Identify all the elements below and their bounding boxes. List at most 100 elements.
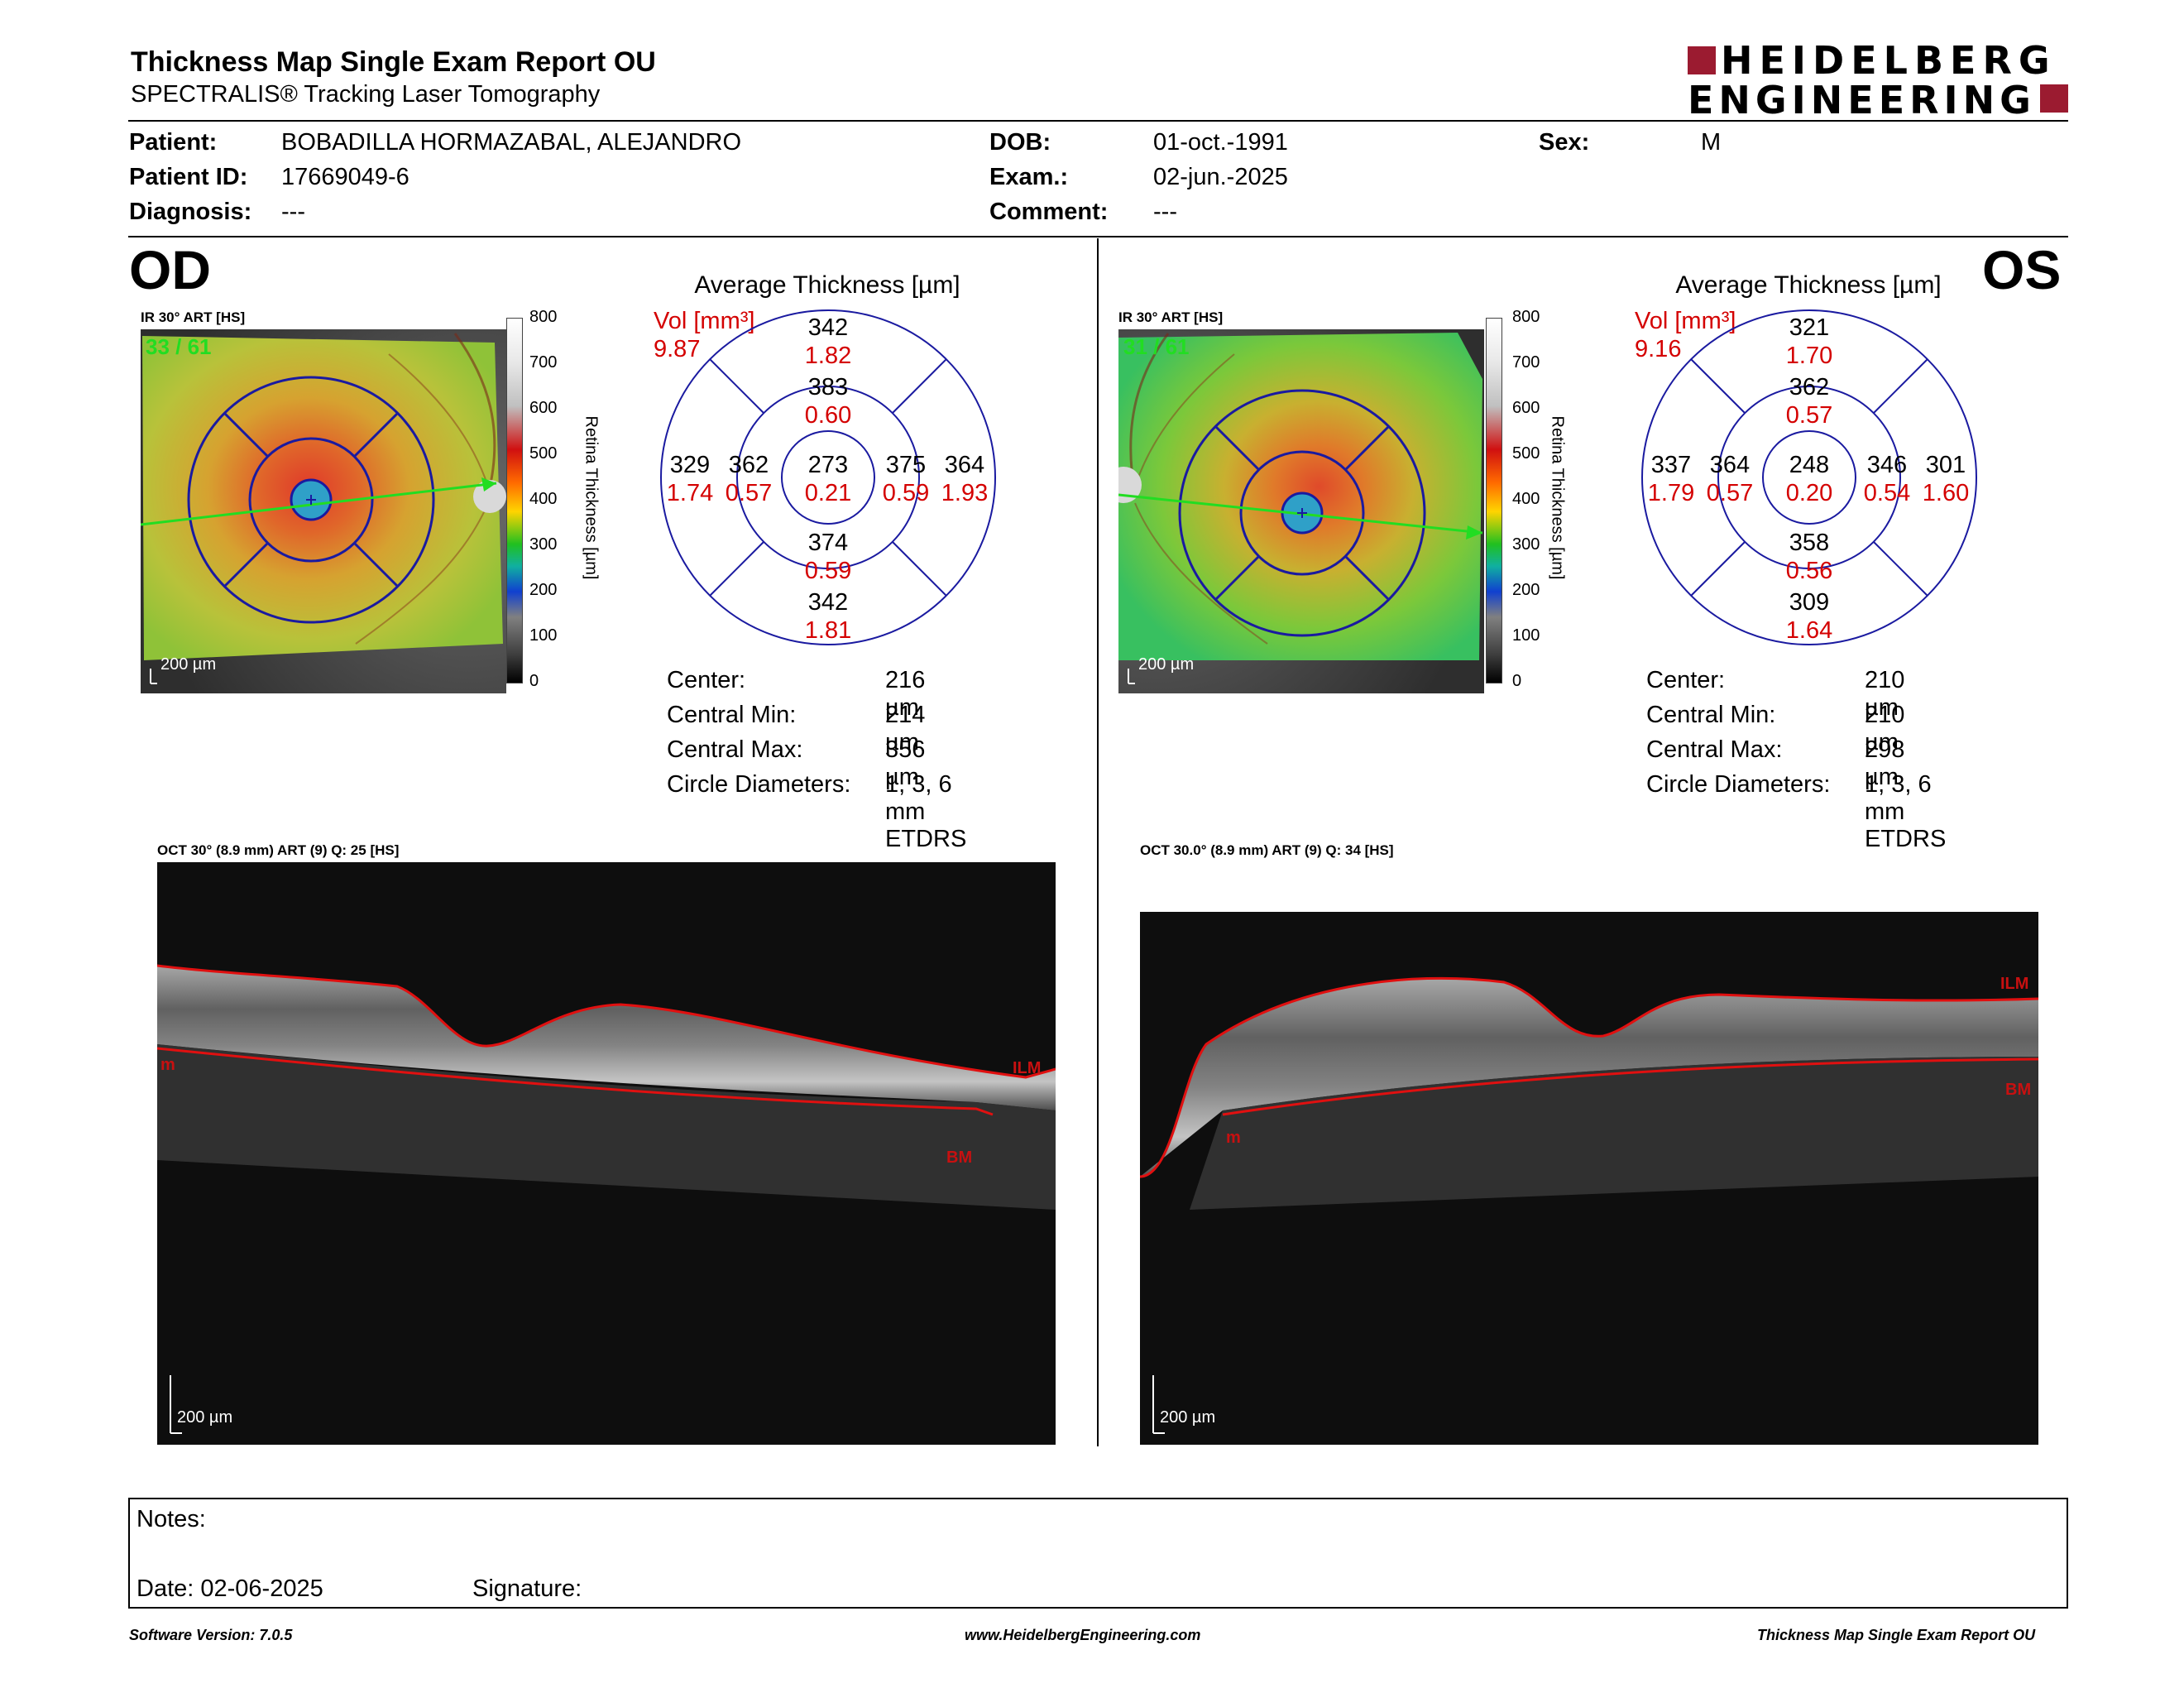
sex-label: Sex: (1539, 129, 1590, 156)
od-oct-svg (157, 964, 1056, 1434)
os-tick-400: 400 (1512, 490, 1540, 508)
os-tick-500: 500 (1512, 444, 1540, 463)
od-oct-scalebar: 200 µm (177, 1408, 233, 1427)
os-ilm-label: ILM (2000, 975, 2029, 993)
od-stat-diameters-label: Circle Diameters: (667, 771, 851, 798)
od-stat-diameters: Circle Diameters: 1, 3, 6 mm ETDRS (667, 771, 966, 852)
od-inferior-inner-vol: 0.59 (804, 558, 852, 584)
od-temporal-outer-vol: 1.74 (666, 480, 714, 506)
od-fundus-label: IR 30° ART [HS] (141, 309, 246, 325)
od-stat-center-label: Center: (667, 667, 746, 693)
os-fundus-scalebar: 200 µm (1138, 655, 1195, 674)
od-nasal-inner-vol: 0.59 (882, 480, 930, 506)
logo-square-top (1688, 46, 1716, 74)
od-temporal-inner: 362 (728, 452, 769, 478)
os-stat-diameters: Circle Diameters: 1, 3, 6 mm ETDRS (1646, 771, 1946, 852)
sex-value: M (1701, 129, 1722, 156)
os-colorbar-label: Retina Thickness [µm] (1548, 415, 1567, 580)
od-stat-center-value: 216 µm (885, 667, 926, 721)
patient-id-label: Patient ID: (129, 164, 248, 190)
report-title: Thickness Map Single Exam Report OU (131, 46, 656, 78)
os-tick-200: 200 (1512, 581, 1540, 599)
notes-label: Notes: (136, 1506, 206, 1532)
od-stat-min: Central Min: 214 µm (667, 702, 925, 755)
od-fundus-scalebar: 200 µm (160, 655, 217, 674)
od-tick-800: 800 (529, 308, 558, 326)
footer-report: Thickness Map Single Exam Report OU (1757, 1627, 2036, 1643)
os-avg-title: Average Thickness [µm] (1675, 271, 1942, 299)
eye-label-od: OD (129, 239, 211, 300)
brand-logo: HEIDELBERG ENGINEERING (1688, 38, 2068, 122)
exam-label: Exam.: (989, 164, 1069, 190)
od-stats: Center: 216 µm Central Min: 214 µm Central… (667, 667, 966, 852)
od-colorbar-label: Retina Thickness [µm] (582, 415, 601, 580)
os-colorbar-ticks: 800 700 600 500 400 300 200 100 0 (1512, 308, 1545, 690)
os-nasal-inner-vol: 0.54 (1863, 480, 1911, 506)
eye-divider (1097, 238, 1099, 1446)
os-fundus-label: IR 30° ART [HS] (1118, 309, 1224, 325)
footer-software: Software Version: 7.0.5 (129, 1627, 293, 1643)
os-stat-center-value: 210 µm (1865, 667, 1905, 721)
od-superior-inner: 383 (807, 374, 849, 400)
os-superior-outer: 321 (1789, 314, 1830, 341)
od-fundus-image: 33 / 61 200 µm (141, 329, 506, 693)
os-oct-svg (1140, 862, 2038, 1434)
od-tick-0: 0 (529, 672, 539, 690)
os-stat-center: Center: 210 µm (1646, 667, 1904, 721)
os-stat-max-label: Central Max: (1646, 736, 1783, 763)
od-temporal-outer: 329 (669, 452, 711, 478)
footer-website[interactable]: www.HeidelbergEngineering.com (965, 1627, 1201, 1643)
os-vol-label: Vol [mm³] (1635, 308, 1736, 334)
os-frame-counter: 31 / 61 (1123, 334, 1190, 359)
od-superior-inner-vol: 0.60 (804, 402, 852, 429)
os-fundus-svg (1118, 329, 1484, 693)
diagnosis-label: Diagnosis: (129, 199, 252, 225)
os-stat-max-value: 298 µm (1865, 736, 1905, 790)
os-etdrs-grid (1641, 309, 1977, 645)
od-stat-max: Central Max: 356 µm (667, 736, 925, 790)
patient-label: Patient: (129, 129, 218, 156)
od-center: 273 (807, 452, 849, 478)
os-center: 248 (1789, 452, 1830, 478)
os-temporal-inner-vol: 0.57 (1706, 480, 1754, 506)
os-inferior-inner: 358 (1789, 530, 1830, 556)
os-tick-700: 700 (1512, 353, 1540, 372)
os-tick-0: 0 (1512, 672, 1522, 690)
os-superior-inner-vol: 0.57 (1785, 402, 1833, 429)
od-stat-min-label: Central Min: (667, 702, 797, 728)
od-oct-label: OCT 30° (8.9 mm) ART (9) Q: 25 [HS] (157, 842, 400, 858)
os-nasal-outer: 301 (1925, 452, 1966, 478)
od-temporal-inner-vol: 0.57 (725, 480, 773, 506)
od-nasal-outer: 364 (944, 452, 985, 478)
notes-box[interactable]: Notes: Date: 02-06-2025 Signature: (128, 1498, 2068, 1609)
od-inferior-outer: 342 (807, 589, 849, 616)
os-inferior-inner-vol: 0.56 (1785, 558, 1833, 584)
signature-label: Signature: (472, 1575, 582, 1602)
os-stat-max: Central Max: 298 µm (1646, 736, 1904, 790)
os-superior-outer-vol: 1.70 (1785, 343, 1833, 369)
od-ilm-label: ILM (1013, 1059, 1042, 1077)
os-stat-diameters-label: Circle Diameters: (1646, 771, 1831, 798)
logo-square-bottom (2040, 84, 2068, 113)
os-tick-300: 300 (1512, 535, 1540, 554)
os-tick-600: 600 (1512, 399, 1540, 417)
od-colorbar-ticks: 800 700 600 500 400 300 200 100 0 (529, 308, 563, 690)
od-vol-label: Vol [mm³] (654, 308, 755, 334)
od-nasal-outer-vol: 1.93 (941, 480, 989, 506)
od-inferior-inner: 374 (807, 530, 849, 556)
os-bm-label: BM (2005, 1081, 2032, 1099)
od-stat-center: Center: 216 µm (667, 667, 925, 721)
od-superior-outer-vol: 1.82 (804, 343, 852, 369)
brand-line1: HEIDELBERG (1721, 38, 2057, 83)
od-bm-label: BM (946, 1149, 973, 1167)
od-tick-100: 100 (529, 626, 558, 645)
od-etdrs-grid (660, 309, 996, 645)
od-tick-300: 300 (529, 535, 558, 554)
exam-value: 02-jun.-2025 (1153, 164, 1288, 190)
od-tick-200: 200 (529, 581, 558, 599)
od-superior-outer: 342 (807, 314, 849, 341)
os-stat-center-label: Center: (1646, 667, 1726, 693)
header-rule (128, 120, 2068, 122)
os-stats: Center: 210 µm Central Min: 210 µm Central… (1646, 667, 1946, 852)
os-nasal-inner: 346 (1866, 452, 1908, 478)
